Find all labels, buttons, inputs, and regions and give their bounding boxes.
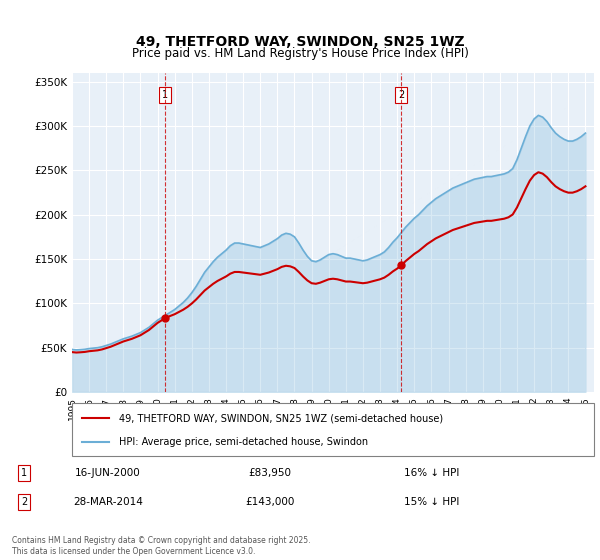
Text: £143,000: £143,000 — [245, 497, 295, 507]
Text: 49, THETFORD WAY, SWINDON, SN25 1WZ (semi-detached house): 49, THETFORD WAY, SWINDON, SN25 1WZ (sem… — [119, 413, 443, 423]
Point — [397, 261, 406, 270]
Text: 15% ↓ HPI: 15% ↓ HPI — [404, 497, 460, 507]
Text: 1: 1 — [163, 90, 169, 100]
Point — [161, 313, 170, 322]
Text: 49, THETFORD WAY, SWINDON, SN25 1WZ: 49, THETFORD WAY, SWINDON, SN25 1WZ — [136, 35, 464, 49]
Text: HPI: Average price, semi-detached house, Swindon: HPI: Average price, semi-detached house,… — [119, 436, 368, 446]
Text: 16% ↓ HPI: 16% ↓ HPI — [404, 468, 460, 478]
Text: 1: 1 — [21, 468, 27, 478]
Text: 16-JUN-2000: 16-JUN-2000 — [75, 468, 141, 478]
Text: 2: 2 — [398, 90, 404, 100]
FancyBboxPatch shape — [72, 403, 594, 456]
Text: £83,950: £83,950 — [248, 468, 292, 478]
Text: Price paid vs. HM Land Registry's House Price Index (HPI): Price paid vs. HM Land Registry's House … — [131, 46, 469, 60]
Text: 28-MAR-2014: 28-MAR-2014 — [73, 497, 143, 507]
Text: Contains HM Land Registry data © Crown copyright and database right 2025.
This d: Contains HM Land Registry data © Crown c… — [12, 536, 311, 556]
Text: 2: 2 — [21, 497, 27, 507]
